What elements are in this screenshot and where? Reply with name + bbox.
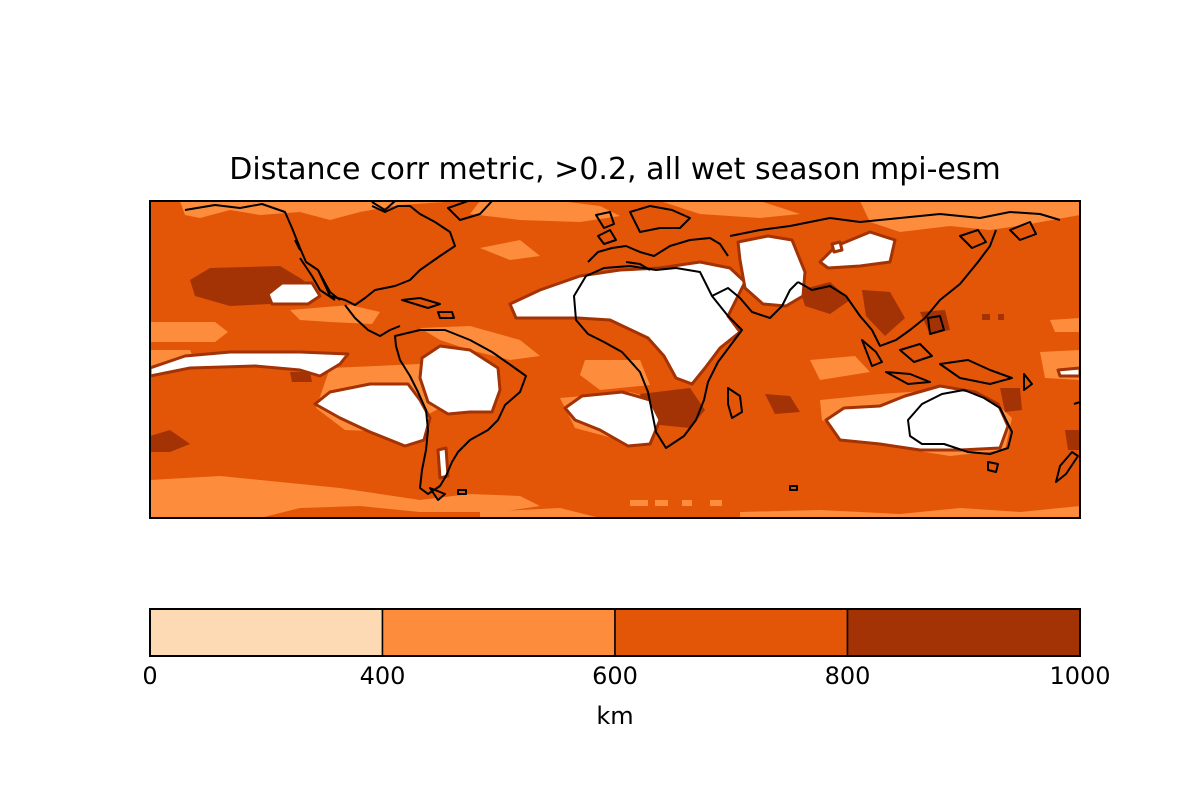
- colorbar-bin-600-800: [614, 608, 849, 657]
- colorbar-frame: [149, 608, 1081, 657]
- colorbar-bin-800-1000: [846, 608, 1081, 657]
- map-title: Distance corr metric, >0.2, all wet seas…: [229, 152, 1001, 187]
- colorbar-tick-2: 600: [592, 662, 638, 690]
- colorbar-tick-4: 1000: [1049, 662, 1111, 690]
- field-no-data: [150, 230, 1080, 480]
- colorbar-bin-0-400: [149, 608, 384, 657]
- colorbar-tick-0: 0: [142, 662, 158, 690]
- colorbar-label: km: [596, 702, 634, 730]
- coastlines: [184, 201, 1080, 501]
- colorbar-tick-3: 800: [824, 662, 871, 690]
- colorbar-bin-400-600: [381, 608, 616, 657]
- map-frame: [149, 200, 1081, 519]
- colorbar: [149, 608, 1081, 657]
- colorbar-tick-1: 400: [359, 662, 406, 690]
- map-panel: [150, 201, 1080, 518]
